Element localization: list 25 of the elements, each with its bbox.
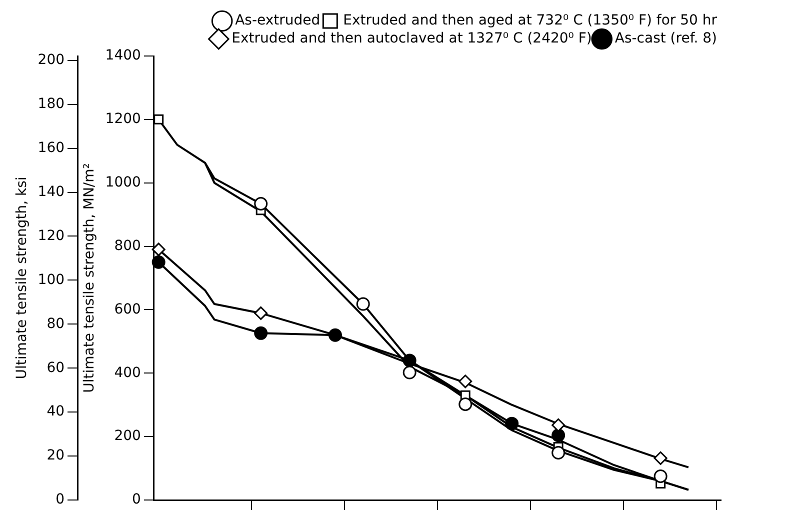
legend-label: As-extruded: [235, 12, 320, 29]
y2-tick-label: 160: [38, 140, 65, 156]
y-tick-label: 600: [114, 301, 141, 318]
y-tick-label: 400: [114, 364, 141, 381]
y2-tick-label: 40: [46, 404, 65, 420]
y2-tick-label: 0: [56, 492, 65, 508]
y2-tick-label: 20: [46, 448, 65, 464]
legend-label: As-cast (ref. 8): [614, 30, 718, 47]
y-axis-title: Ultimate tensile strength, MN/m²: [82, 163, 98, 393]
y-tick-label: 0: [132, 492, 141, 508]
legend-label: Extruded and then autoclaved at 1327⁰ C (2420⁰ F): [232, 30, 592, 47]
y-tick-label: 1400: [105, 48, 141, 64]
legend-label: Extruded and then aged at 732⁰ C (1350⁰ F) for 50 hr: [343, 12, 718, 29]
y2-tick-label: 180: [38, 96, 65, 112]
y2-tick-label: 80: [46, 316, 65, 332]
y-tick-label: 1200: [105, 111, 141, 128]
y2-tick-label: 120: [38, 228, 65, 244]
y2-tick-label: 60: [46, 360, 65, 376]
y-tick-label: 1000: [105, 174, 141, 190]
y-tick-label: 800: [114, 238, 141, 254]
y2-tick-label: 200: [38, 52, 65, 68]
y2-axis-title: Ultimate tensile strength, ksi: [14, 176, 30, 380]
y-tick-label: 200: [114, 428, 141, 444]
y2-tick-label: 100: [38, 272, 65, 288]
y2-tick-label: 140: [38, 184, 65, 200]
